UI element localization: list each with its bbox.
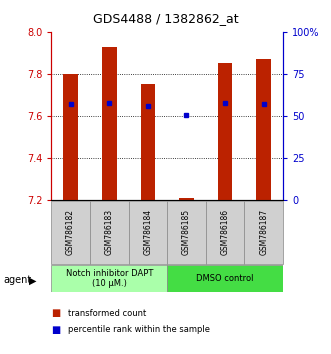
Text: percentile rank within the sample: percentile rank within the sample [68,325,210,335]
Text: transformed count: transformed count [68,309,146,318]
Bar [218,63,232,200]
Bar [51,201,90,264]
Bar [140,84,155,200]
Text: GSM786185: GSM786185 [182,209,191,255]
Text: ■: ■ [51,325,61,335]
Text: DMSO control: DMSO control [196,274,254,283]
Text: GSM786182: GSM786182 [66,209,75,255]
Bar [51,265,167,292]
Bar [102,47,117,200]
Bar [63,74,78,200]
Bar [256,59,271,200]
Bar [128,201,167,264]
Text: GSM786183: GSM786183 [105,209,114,255]
Bar [90,201,128,264]
Text: ▶: ▶ [29,275,37,285]
Bar [167,265,283,292]
Text: ■: ■ [51,308,61,318]
Bar [179,198,194,200]
Text: GDS4488 / 1382862_at: GDS4488 / 1382862_at [93,12,238,25]
Bar [244,201,283,264]
Text: GSM786187: GSM786187 [259,209,268,255]
Text: GSM786186: GSM786186 [220,209,230,255]
Text: GSM786184: GSM786184 [143,209,152,255]
Bar [167,201,206,264]
Bar [206,201,244,264]
Text: agent: agent [3,275,31,285]
Text: Notch inhibitor DAPT
(10 μM.): Notch inhibitor DAPT (10 μM.) [66,269,153,288]
